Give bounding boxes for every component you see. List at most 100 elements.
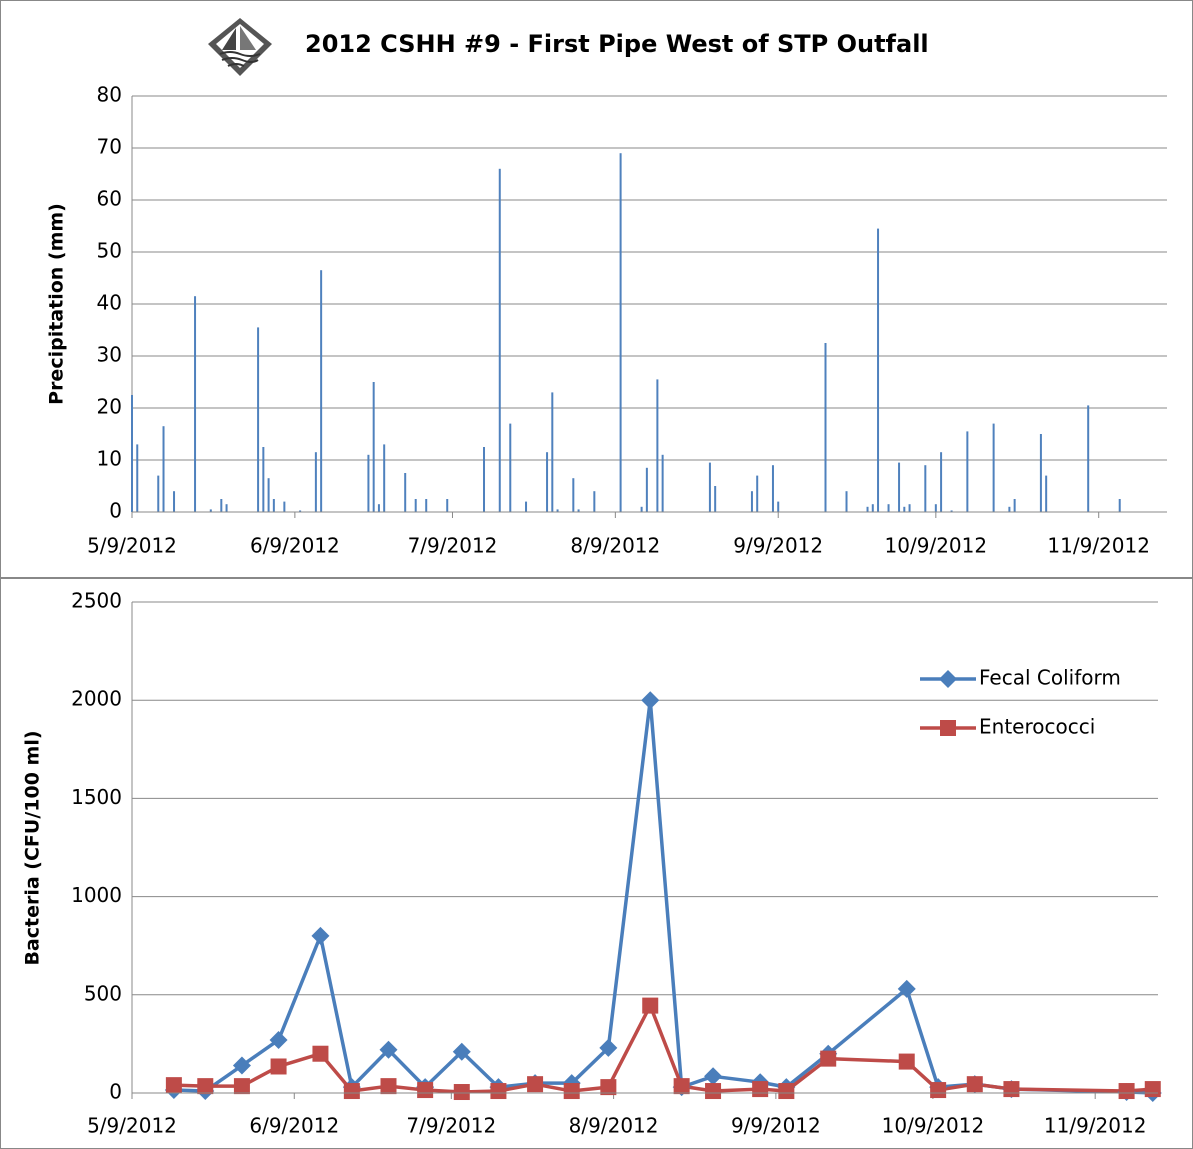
bar (908, 504, 911, 512)
bar (209, 509, 212, 512)
bar (414, 499, 417, 512)
legend-marker (939, 670, 957, 688)
y-axis-label: Bacteria (CFU/100 ml) (22, 730, 44, 965)
bar (1008, 506, 1011, 512)
bar (1039, 434, 1042, 512)
marker (311, 926, 330, 945)
bar (661, 454, 664, 512)
marker (527, 1076, 544, 1093)
x-tick-label: 11/9/2012 (1047, 534, 1150, 558)
bar (777, 501, 780, 512)
bar (656, 379, 659, 512)
bar (556, 509, 559, 512)
bar (898, 462, 901, 512)
x-tick-label: 5/9/2012 (87, 534, 177, 558)
marker (379, 1040, 398, 1059)
x-tick-label: 9/9/2012 (733, 534, 823, 558)
bar (645, 467, 648, 512)
bar (383, 444, 386, 512)
bar (377, 504, 380, 512)
bar (903, 506, 906, 512)
marker (312, 1045, 329, 1062)
marker (563, 1083, 580, 1100)
logo (208, 18, 272, 76)
x-tick-label: 11/9/2012 (1044, 1114, 1147, 1138)
y-tick-label: 10 (97, 447, 122, 471)
bar (367, 454, 370, 512)
y-axis-label: Precipitation (mm) (46, 203, 68, 405)
x-tick-label: 10/9/2012 (885, 534, 988, 558)
y-tick-label: 30 (97, 343, 122, 367)
marker (966, 1076, 983, 1093)
marker (705, 1083, 722, 1100)
bottom-frame (0, 578, 1193, 1149)
marker (673, 1078, 690, 1095)
bar (372, 382, 375, 512)
marker (599, 1038, 618, 1057)
y-tick-label: 50 (97, 239, 122, 263)
x-tick-label: 8/9/2012 (570, 534, 660, 558)
bar (425, 499, 428, 512)
bar (262, 447, 265, 512)
bar (714, 486, 717, 512)
y-tick-label: 2500 (71, 589, 122, 613)
chart-title: 2012 CSHH #9 - First Pipe West of STP Ou… (305, 30, 929, 58)
y-tick-label: 1000 (71, 883, 122, 907)
bar (756, 475, 759, 512)
bar (220, 499, 223, 512)
bar (877, 228, 880, 512)
bar (257, 327, 260, 512)
bar (640, 506, 643, 512)
marker (641, 691, 660, 710)
bar (708, 462, 711, 512)
bar (131, 395, 133, 512)
bar (404, 473, 407, 512)
bar (966, 431, 969, 512)
bar (157, 475, 160, 512)
x-tick-label: 10/9/2012 (882, 1114, 985, 1138)
bar (593, 491, 596, 512)
bar (1045, 475, 1048, 512)
bar (750, 491, 753, 512)
bar (824, 343, 827, 512)
top-frame (0, 0, 1193, 578)
bar (577, 509, 580, 512)
bar (940, 452, 943, 512)
marker (752, 1081, 769, 1098)
legend-marker (940, 720, 956, 736)
y-tick-label: 40 (97, 291, 122, 315)
marker (1144, 1081, 1161, 1098)
bar (619, 153, 622, 512)
y-tick-label: 0 (109, 499, 122, 523)
x-tick-label: 9/9/2012 (731, 1114, 821, 1138)
bar (950, 510, 953, 512)
marker (233, 1078, 250, 1095)
marker (380, 1078, 397, 1095)
y-tick-label: 1500 (71, 785, 122, 809)
marker (343, 1083, 360, 1100)
bar (173, 491, 176, 512)
marker (417, 1082, 434, 1099)
bar (136, 444, 139, 512)
bar (887, 504, 890, 512)
bar (771, 465, 774, 512)
marker (197, 1078, 214, 1095)
bar (194, 296, 197, 512)
bar (572, 478, 575, 512)
marker (1003, 1081, 1020, 1098)
y-tick-label: 70 (97, 135, 122, 159)
bar (446, 499, 449, 512)
x-tick-label: 5/9/2012 (87, 1114, 177, 1138)
y-tick-label: 60 (97, 187, 122, 211)
legend-label: Fecal Coliform (979, 666, 1121, 690)
y-tick-label: 0 (109, 1080, 122, 1104)
bar (299, 510, 302, 512)
bar (272, 499, 275, 512)
bar (267, 478, 270, 512)
bar (525, 501, 528, 512)
bar (546, 452, 549, 512)
y-tick-label: 500 (84, 981, 122, 1005)
x-tick-label: 7/9/2012 (408, 534, 498, 558)
bar (845, 491, 848, 512)
